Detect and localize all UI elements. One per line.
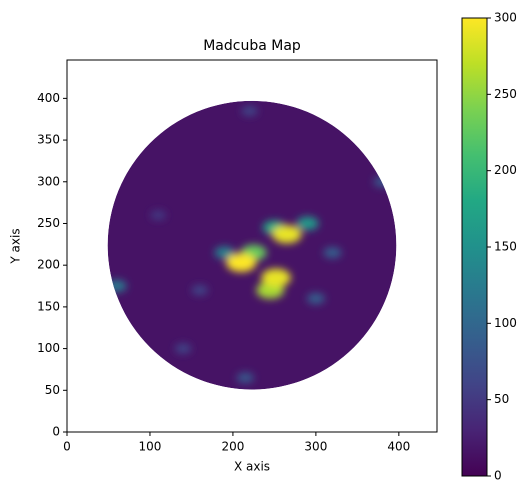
y-tick-label: 50 bbox=[45, 383, 60, 397]
x-tick-label: 300 bbox=[304, 440, 327, 454]
y-tick-label: 100 bbox=[37, 341, 60, 355]
x-tick-label: 100 bbox=[139, 440, 162, 454]
x-axis-label: X axis bbox=[234, 460, 270, 474]
y-tick-label: 300 bbox=[37, 174, 60, 188]
colorbar-tick-label: 250 bbox=[494, 87, 517, 101]
source bbox=[373, 176, 392, 188]
y-tick-label: 200 bbox=[37, 258, 60, 272]
source bbox=[107, 279, 127, 293]
map-image bbox=[107, 100, 397, 390]
source bbox=[349, 118, 366, 129]
colorbar-tick-label: 100 bbox=[494, 316, 517, 330]
source bbox=[241, 105, 258, 116]
colorbar-tick-label: 200 bbox=[494, 163, 517, 177]
colorbar bbox=[461, 17, 488, 477]
x-tick-label: 200 bbox=[221, 440, 244, 454]
y-tick-label: 350 bbox=[37, 133, 60, 147]
source bbox=[272, 225, 302, 244]
source bbox=[214, 246, 235, 259]
source bbox=[261, 268, 291, 287]
source bbox=[323, 247, 342, 259]
x-tick-label: 0 bbox=[63, 440, 71, 454]
source bbox=[296, 216, 319, 231]
source bbox=[236, 372, 255, 384]
colorbar-tick-label: 150 bbox=[494, 240, 517, 254]
axes-frame bbox=[66, 59, 438, 433]
x-tick-label: 400 bbox=[387, 440, 410, 454]
y-tick-label: 0 bbox=[52, 425, 60, 439]
y-tick-label: 150 bbox=[37, 299, 60, 313]
colorbar-tick-label: 50 bbox=[494, 392, 509, 406]
source bbox=[226, 253, 257, 272]
y-axis-label: Y axis bbox=[9, 228, 23, 264]
source bbox=[150, 210, 167, 221]
source bbox=[191, 285, 208, 296]
y-tick-label: 400 bbox=[37, 91, 60, 105]
chart-title: Madcuba Map bbox=[203, 38, 301, 54]
colorbar-tick-label: 0 bbox=[494, 469, 502, 483]
y-tick-label: 250 bbox=[37, 216, 60, 230]
source bbox=[174, 343, 192, 354]
source bbox=[306, 292, 325, 305]
colorbar-tick-label: 300 bbox=[494, 11, 517, 25]
